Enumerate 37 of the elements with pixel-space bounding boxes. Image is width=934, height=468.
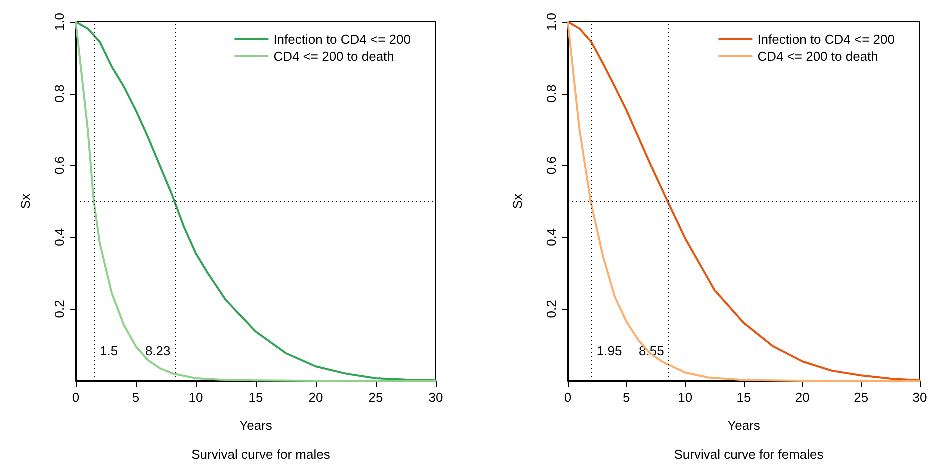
x-tick-label: 25 xyxy=(368,390,384,405)
legend-label: CD4 <= 200 to death xyxy=(274,49,394,64)
y-tick-label: 1.0 xyxy=(52,12,67,32)
ref-line-label: 8.23 xyxy=(145,344,171,358)
x-tick-label: 15 xyxy=(248,390,264,405)
x-tick-label: 20 xyxy=(308,390,324,405)
y-tick-label: 0.6 xyxy=(52,156,67,175)
y-tick-label: 0.4 xyxy=(52,228,67,246)
x-tick-label: 0 xyxy=(72,390,80,405)
x-axis-title: Years xyxy=(728,418,761,433)
y-tick-label: 0.2 xyxy=(52,300,67,318)
x-tick-label: 5 xyxy=(623,390,630,405)
x-tick-label: 15 xyxy=(736,390,752,405)
x-tick-label: 0 xyxy=(564,390,572,405)
y-tick-label: 0.8 xyxy=(544,84,559,103)
legend-label: Infection to CD4 <= 200 xyxy=(274,32,411,47)
text: Survival curve for females xyxy=(674,447,824,462)
x-tick-label: 25 xyxy=(854,390,869,405)
legend-label: CD4 <= 200 to death xyxy=(758,49,878,64)
x-tick-label: 30 xyxy=(912,390,928,405)
ref-line-label: 1.5 xyxy=(100,344,118,358)
legend-label: Infection to CD4 <= 200 xyxy=(758,32,895,47)
x-tick-label: 10 xyxy=(678,390,693,405)
x-tick-label: 10 xyxy=(188,390,204,405)
text: Survival curve for males xyxy=(192,447,331,462)
y-tick-label: 0.6 xyxy=(544,156,559,175)
x-tick-label: 30 xyxy=(428,390,444,405)
y-axis-title: Sx xyxy=(510,193,525,210)
y-tick-label: 1.0 xyxy=(544,12,559,32)
y-tick-label: 0.4 xyxy=(544,228,559,246)
x-axis-title: Years xyxy=(240,418,273,433)
ref-line-label: 1.95 xyxy=(596,344,622,358)
x-tick-label: 20 xyxy=(795,390,810,405)
y-tick-label: 0.2 xyxy=(544,300,559,318)
x-tick-label: 5 xyxy=(132,390,140,405)
y-tick-label: 0.8 xyxy=(52,84,67,103)
y-axis-title: Sx xyxy=(18,193,33,210)
